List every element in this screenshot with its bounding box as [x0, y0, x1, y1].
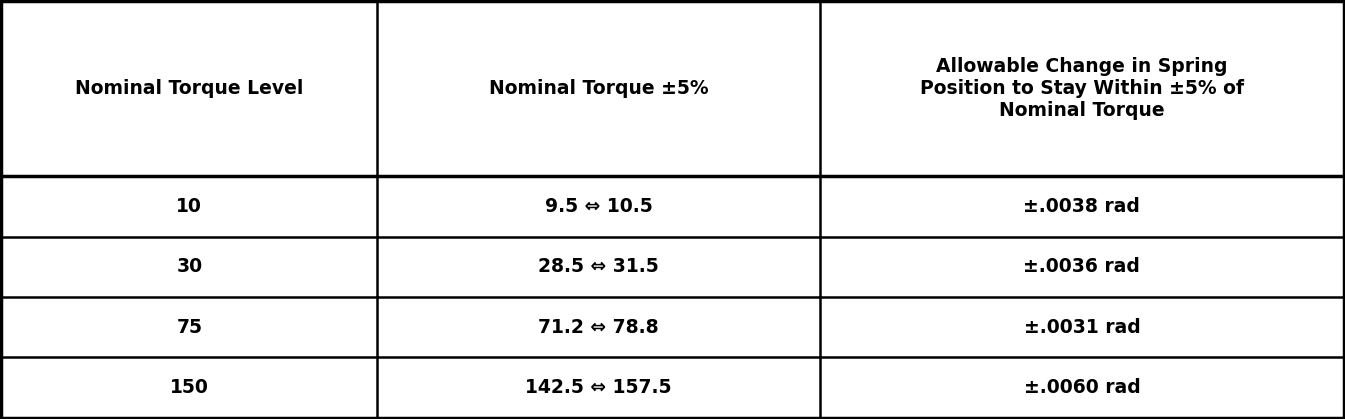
Text: 142.5 ⇔ 157.5: 142.5 ⇔ 157.5 — [526, 378, 672, 397]
Text: 28.5 ⇔ 31.5: 28.5 ⇔ 31.5 — [538, 257, 659, 276]
Text: ±.0036 rad: ±.0036 rad — [1024, 257, 1141, 276]
Text: 75: 75 — [176, 318, 202, 336]
Text: 9.5 ⇔ 10.5: 9.5 ⇔ 10.5 — [545, 197, 652, 216]
Text: Nominal Torque Level: Nominal Torque Level — [75, 79, 304, 98]
Text: 71.2 ⇔ 78.8: 71.2 ⇔ 78.8 — [538, 318, 659, 336]
Text: ±.0060 rad: ±.0060 rad — [1024, 378, 1141, 397]
Text: 10: 10 — [176, 197, 202, 216]
Text: ±.0038 rad: ±.0038 rad — [1024, 197, 1141, 216]
Text: Nominal Torque ±5%: Nominal Torque ±5% — [488, 79, 709, 98]
Text: 150: 150 — [169, 378, 208, 397]
Text: ±.0031 rad: ±.0031 rad — [1024, 318, 1141, 336]
Text: Allowable Change in Spring
Position to Stay Within ±5% of
Nominal Torque: Allowable Change in Spring Position to S… — [920, 57, 1244, 120]
Text: 30: 30 — [176, 257, 202, 276]
